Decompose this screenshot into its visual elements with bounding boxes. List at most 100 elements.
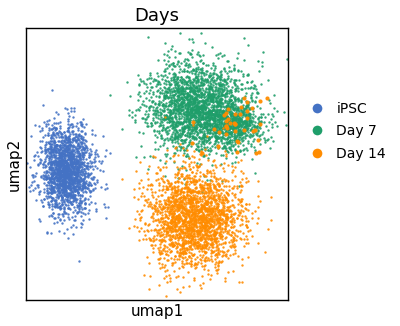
Point	[196, 109, 203, 114]
Point	[198, 217, 204, 222]
Point	[75, 186, 82, 191]
Point	[235, 129, 241, 134]
Point	[57, 176, 64, 181]
Point	[179, 126, 185, 131]
Point	[208, 200, 214, 205]
Point	[228, 101, 235, 107]
Point	[237, 126, 243, 131]
Point	[195, 65, 202, 70]
Point	[142, 120, 148, 125]
Point	[150, 234, 157, 239]
Point	[190, 239, 196, 244]
Point	[234, 108, 241, 113]
Point	[56, 161, 62, 167]
Point	[240, 106, 246, 111]
Point	[69, 154, 75, 159]
Point	[208, 111, 214, 116]
Point	[165, 102, 172, 108]
Point	[231, 111, 237, 116]
Point	[79, 140, 85, 145]
Point	[163, 187, 170, 192]
Point	[197, 182, 204, 187]
Point	[197, 220, 203, 225]
Point	[212, 178, 219, 184]
Point	[170, 216, 176, 221]
Point	[161, 262, 168, 267]
Point	[206, 122, 212, 127]
Point	[232, 120, 239, 126]
Point	[57, 154, 64, 159]
Point	[184, 123, 191, 128]
Point	[174, 87, 181, 92]
Point	[62, 196, 68, 201]
Point	[40, 173, 47, 179]
Point	[217, 112, 223, 117]
Point	[214, 204, 220, 209]
Point	[168, 194, 175, 199]
Point	[235, 116, 242, 121]
Point	[53, 171, 60, 176]
Point	[238, 105, 244, 111]
Point	[218, 178, 225, 183]
Point	[70, 165, 77, 170]
Point	[201, 204, 208, 209]
Point	[204, 137, 211, 142]
Point	[141, 90, 147, 95]
Point	[211, 219, 217, 225]
Point	[192, 103, 199, 108]
Point	[173, 85, 180, 91]
Point	[218, 105, 224, 110]
Point	[197, 82, 204, 87]
Point	[223, 197, 230, 202]
Point	[174, 100, 181, 105]
Point	[185, 231, 191, 237]
Point	[199, 243, 206, 248]
Point	[216, 103, 223, 108]
Point	[203, 2, 210, 7]
Point	[180, 226, 186, 231]
Point	[223, 142, 230, 147]
Point	[58, 141, 65, 146]
Point	[224, 190, 230, 196]
Point	[179, 77, 185, 82]
Point	[192, 179, 199, 184]
Point	[234, 121, 240, 126]
Point	[67, 192, 73, 198]
Point	[238, 69, 244, 74]
Point	[196, 109, 202, 114]
Point	[64, 176, 71, 181]
Point	[148, 121, 155, 126]
Point	[76, 153, 82, 158]
Point	[210, 71, 216, 76]
Point	[216, 120, 222, 125]
Point	[177, 203, 183, 208]
Point	[220, 165, 226, 170]
Point	[249, 91, 256, 96]
Point	[257, 123, 264, 128]
Point	[66, 177, 72, 183]
Point	[76, 206, 82, 212]
Point	[62, 158, 69, 163]
Point	[56, 153, 63, 158]
Point	[194, 209, 201, 214]
Point	[248, 120, 254, 125]
Point	[76, 177, 82, 182]
Point	[208, 114, 214, 120]
Point	[220, 111, 227, 116]
Point	[215, 94, 222, 99]
Point	[61, 171, 67, 176]
Point	[50, 147, 56, 152]
Point	[180, 274, 186, 279]
Point	[80, 177, 86, 183]
Point	[69, 170, 75, 175]
Point	[146, 203, 153, 208]
Point	[172, 174, 178, 179]
Point	[225, 192, 231, 197]
Point	[76, 154, 82, 159]
Point	[65, 147, 72, 153]
Point	[53, 166, 60, 171]
Point	[191, 108, 198, 113]
Point	[206, 204, 212, 210]
Point	[178, 95, 184, 100]
Point	[66, 187, 73, 193]
